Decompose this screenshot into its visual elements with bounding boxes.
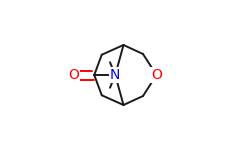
Text: N: N — [110, 68, 120, 82]
Text: O: O — [151, 68, 162, 82]
Text: O: O — [68, 68, 79, 82]
